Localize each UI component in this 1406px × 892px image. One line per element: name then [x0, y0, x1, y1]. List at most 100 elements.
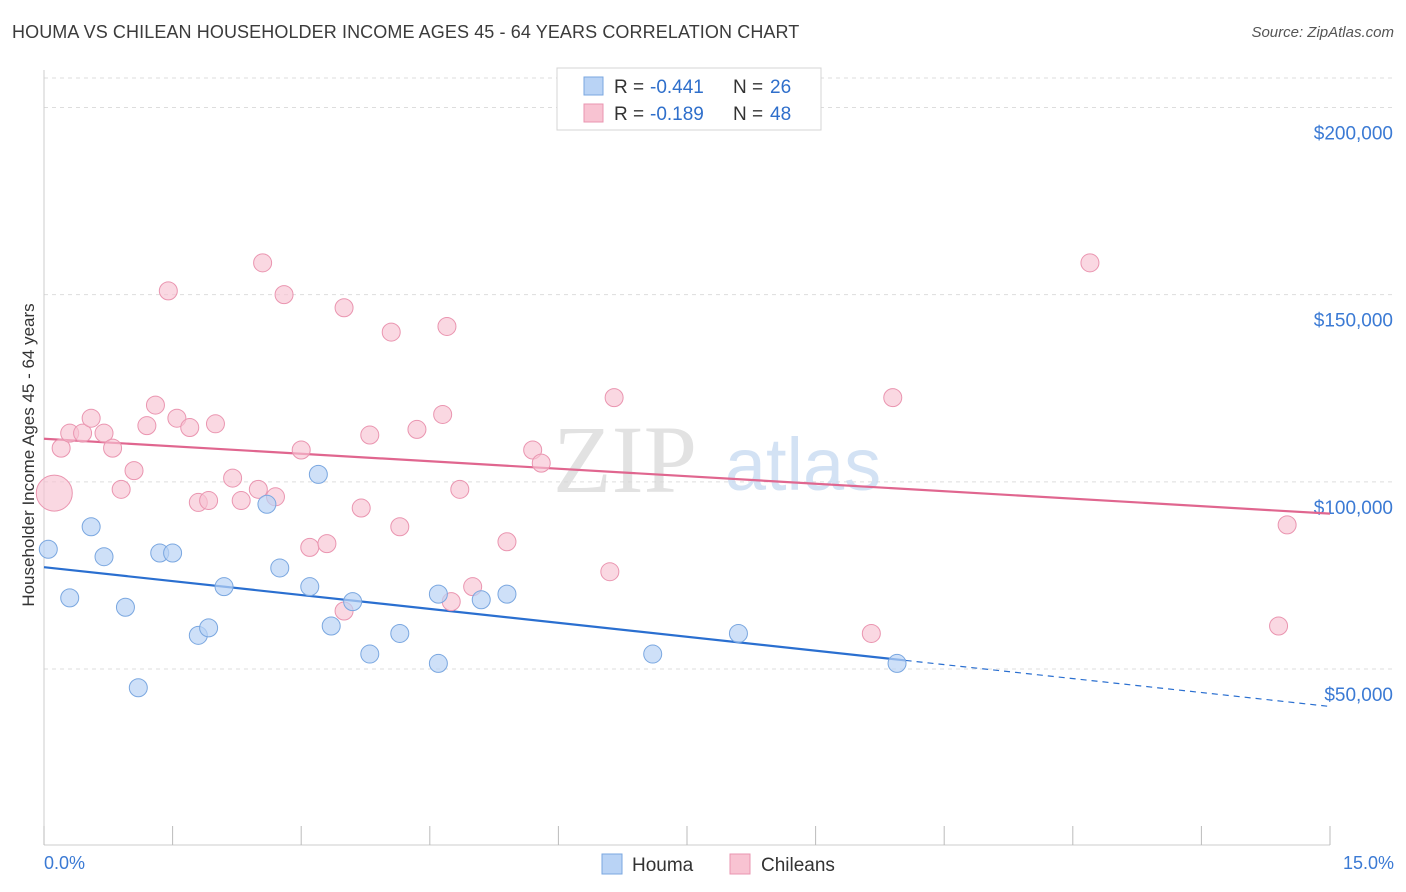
point-houma [428, 584, 448, 604]
point-chileans [253, 253, 273, 273]
point-chileans [334, 298, 354, 318]
watermark-zip: ZIP [553, 406, 697, 513]
data-points [35, 253, 1297, 698]
x-tick-label-max: 15.0% [1343, 853, 1394, 873]
point-chileans [73, 423, 93, 443]
point-chileans [437, 316, 457, 336]
point-chileans [124, 461, 144, 481]
x-tick-label-min: 0.0% [44, 853, 85, 873]
legend: R = -0.441 N = 26 R = -0.189 N = 48 [556, 67, 822, 131]
point-houma [428, 653, 448, 673]
point-chileans [433, 404, 453, 424]
point-houma [728, 623, 748, 643]
point-houma [128, 678, 148, 698]
point-chileans [360, 425, 380, 445]
point-chileans [300, 537, 320, 557]
point-chileans [1277, 515, 1297, 535]
legend-swatch-houma [583, 76, 604, 96]
point-houma [38, 539, 58, 559]
point-houma [497, 584, 517, 604]
point-houma [60, 588, 80, 608]
gridlines [44, 77, 1394, 670]
bottom-legend-swatch-chileans [729, 853, 751, 875]
bottom-legend-swatch-houma [601, 853, 623, 875]
point-chileans [497, 532, 517, 552]
point-chileans [94, 423, 114, 443]
watermark: ZIP atlas [553, 406, 881, 513]
legend-r-label-houma: R = [614, 77, 644, 98]
y-tick-labels: $50,000 $100,000 $150,000 $200,000 [1314, 123, 1393, 706]
point-houma [115, 597, 135, 617]
point-chileans [111, 479, 131, 499]
legend-r-label-chileans: R = [614, 104, 644, 125]
y-tick-label: $150,000 [1314, 311, 1393, 332]
y-tick-label: $100,000 [1314, 498, 1393, 519]
point-chileans [145, 395, 165, 415]
point-chileans [523, 440, 543, 460]
point-chileans [205, 414, 225, 434]
point-houma [300, 577, 320, 597]
point-chileans [223, 468, 243, 488]
point-houma [214, 577, 234, 597]
point-chileans [463, 577, 483, 597]
point-houma [471, 590, 491, 610]
legend-r-value-chileans: -0.189 [650, 104, 704, 125]
point-chileans [35, 474, 73, 512]
legend-swatch-chileans [583, 103, 604, 123]
y-axis-label: Householder Income Ages 45 - 64 years [19, 303, 38, 606]
point-chileans [103, 438, 123, 458]
point-chileans [274, 285, 294, 305]
legend-n-label-chileans: N = [733, 104, 763, 125]
point-chileans [604, 388, 624, 408]
trend-line-houma [43, 566, 906, 662]
point-chileans [1269, 616, 1289, 636]
point-houma [163, 543, 183, 563]
point-chileans [407, 419, 427, 439]
point-houma [887, 653, 907, 673]
point-chileans [883, 388, 903, 408]
point-houma [257, 494, 277, 514]
point-chileans [861, 623, 881, 643]
y-tick-label: $200,000 [1314, 123, 1393, 144]
point-chileans [317, 534, 337, 554]
point-chileans [600, 562, 620, 582]
trend-lines [43, 437, 1331, 708]
point-chileans [81, 408, 101, 428]
point-houma [360, 644, 380, 664]
point-houma [81, 517, 101, 537]
x-ticks [43, 826, 1331, 845]
point-chileans [531, 453, 551, 473]
point-chileans [291, 440, 311, 460]
chart-source: Source: ZipAtlas.com [1251, 24, 1394, 41]
point-chileans [167, 408, 187, 428]
bottom-legend-label-houma: Houma [632, 855, 694, 876]
point-houma [270, 558, 290, 578]
legend-n-label-houma: N = [733, 77, 763, 98]
point-chileans [180, 418, 200, 438]
point-houma [199, 618, 219, 638]
bottom-legend-label-chileans: Chileans [761, 855, 835, 876]
point-houma [643, 644, 663, 664]
point-chileans [248, 479, 268, 499]
bottom-legend: Houma Chileans [601, 853, 835, 876]
point-chileans [450, 479, 470, 499]
point-houma [321, 616, 341, 636]
legend-n-value-chileans: 48 [770, 104, 791, 125]
point-houma [343, 592, 363, 612]
watermark-atlas: atlas [725, 423, 881, 506]
point-chileans [137, 416, 157, 436]
chart-title: HOUMA VS CHILEAN HOUSEHOLDER INCOME AGES… [12, 22, 800, 42]
point-chileans [390, 517, 410, 537]
point-chileans [51, 438, 71, 458]
y-tick-label: $50,000 [1324, 685, 1393, 706]
trend-line-houma-extrapolated [905, 659, 1331, 708]
point-chileans [351, 498, 371, 518]
point-chileans [1080, 253, 1100, 273]
trend-line-chileans [43, 437, 1331, 515]
point-houma [94, 547, 114, 567]
legend-r-value-houma: -0.441 [650, 77, 704, 98]
x-tick-labels: 0.0% 15.0% [44, 853, 1394, 873]
point-houma [390, 623, 410, 643]
point-chileans [158, 281, 178, 301]
